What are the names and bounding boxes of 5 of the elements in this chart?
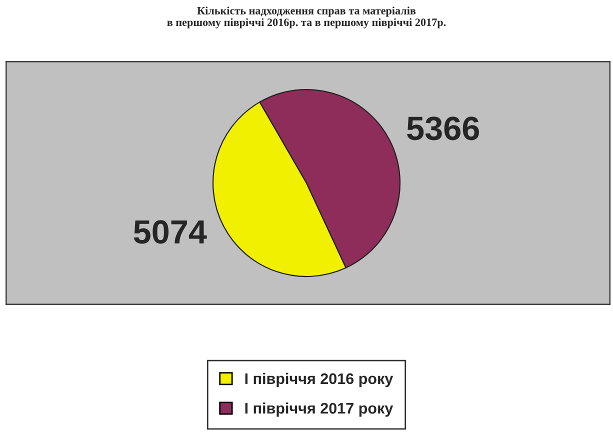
data-label: 5074 [134,220,207,244]
legend-label: І півріччя 2016 року [245,372,394,388]
data-label: 5366 [407,116,479,140]
chart-title: Кількість надходження справ та матеріалів в першому півріччі 2016р. та в першому півріччі 2017р. [167,6,446,28]
legend-label: І півріччя 2017 року [245,402,394,417]
